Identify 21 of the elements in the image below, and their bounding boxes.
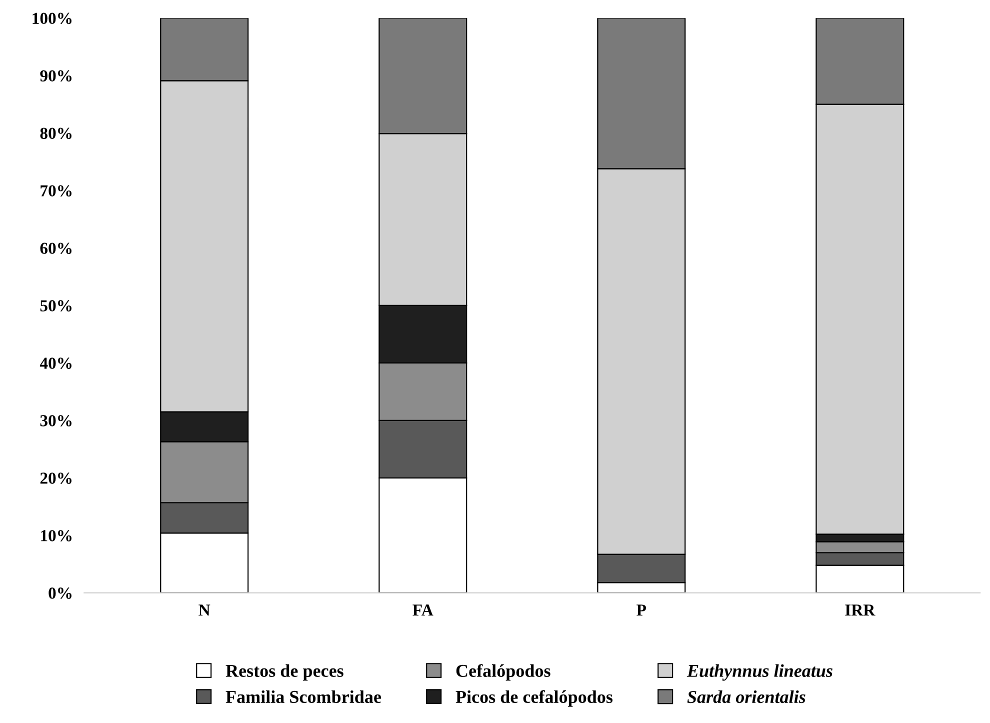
y-tick-label: 70% xyxy=(40,185,72,197)
legend-label: Cefalópodos xyxy=(456,664,550,681)
x-tick-label: P xyxy=(636,604,646,616)
y-tick-label: 0% xyxy=(48,588,72,599)
y-tick-label: 50% xyxy=(40,300,72,312)
y-tick-label: 10% xyxy=(41,530,72,542)
y-tick-label: 100% xyxy=(32,12,72,24)
legend-label: Euthynnus lineatus xyxy=(686,664,832,681)
y-tick-label: 80% xyxy=(40,128,72,140)
y-tick-label: 20% xyxy=(40,472,72,484)
x-tick-label: FA xyxy=(412,604,434,616)
x-tick-label: N xyxy=(198,604,210,616)
x-tick-label: IRR xyxy=(845,604,876,616)
legend-label: Restos de peces xyxy=(226,664,344,681)
y-tick-label: 40% xyxy=(40,358,72,369)
legend-label: Picos de cefalópodos xyxy=(456,690,613,707)
y-tick-label: 30% xyxy=(40,415,72,426)
legend-label: Familia Scombridae xyxy=(226,690,381,704)
legend-label: Sarda orientalis xyxy=(687,690,806,704)
y-tick-label: 90% xyxy=(40,70,72,82)
y-tick-label: 60% xyxy=(40,242,72,254)
